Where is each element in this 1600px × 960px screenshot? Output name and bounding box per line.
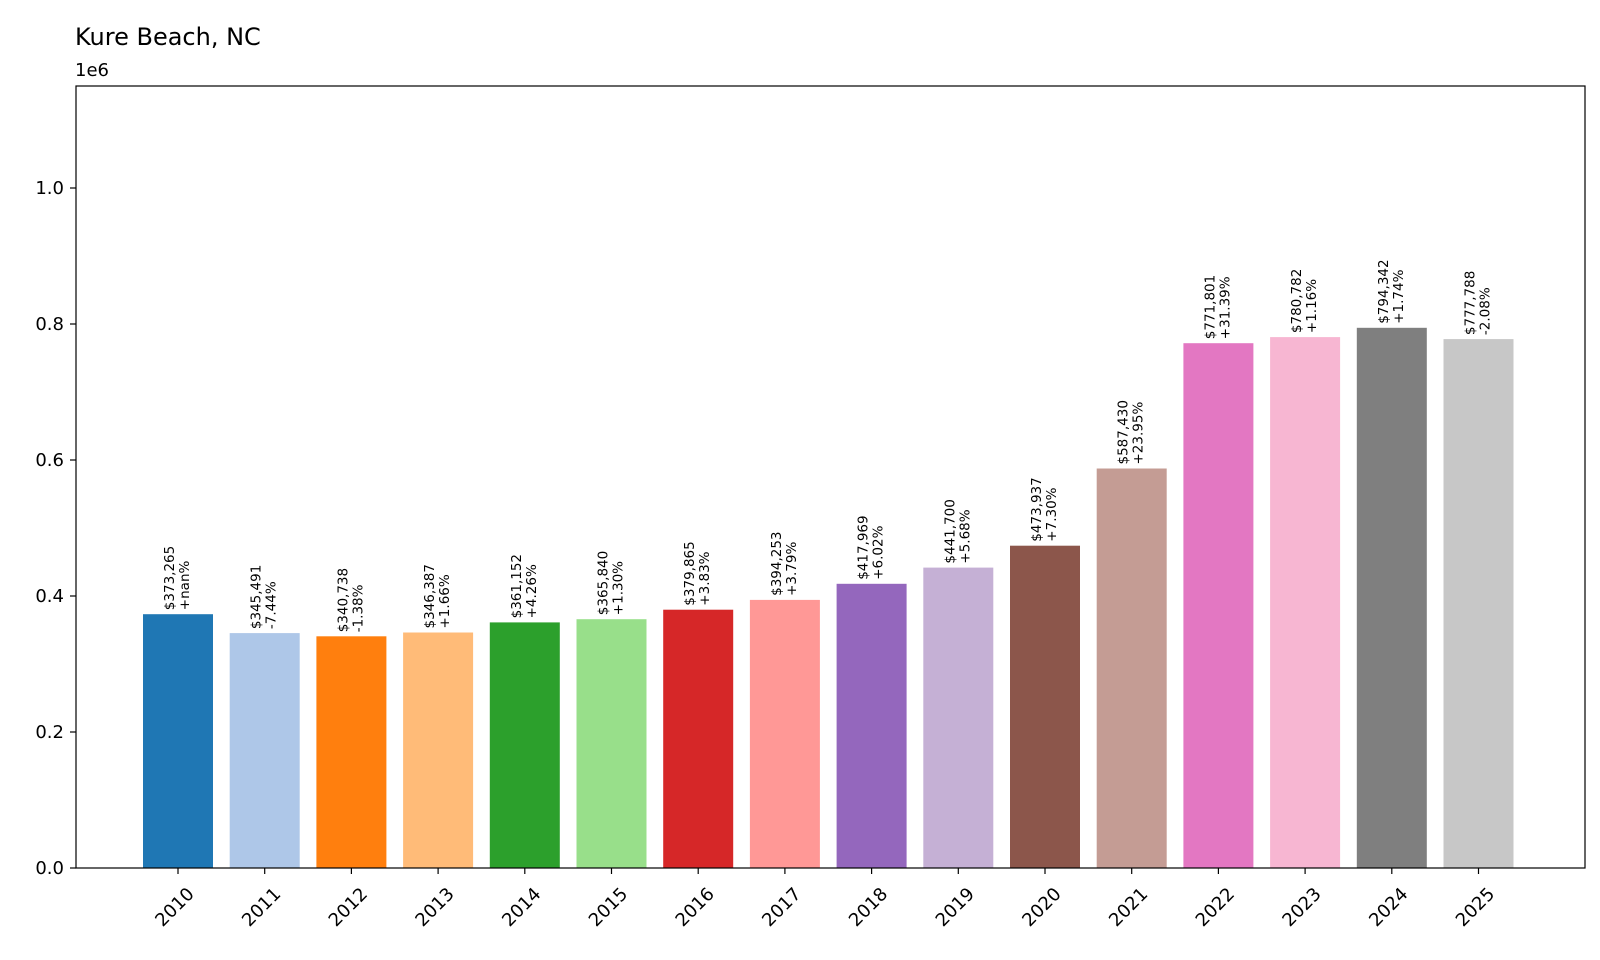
- bar-change-label: +1.66%: [437, 574, 453, 628]
- x-tick-label-2018: 2018: [845, 884, 892, 931]
- x-tick-label-2023: 2023: [1278, 884, 1325, 931]
- bar-change-label: +3.79%: [784, 542, 800, 596]
- y-tick-label: 0.2: [35, 722, 64, 743]
- bar-value-label: $441,700: [942, 499, 958, 563]
- x-tick-label-2012: 2012: [325, 884, 372, 931]
- bar-2024: [1356, 327, 1427, 868]
- bar-2025: [1443, 339, 1514, 869]
- y-tick-label: 1.0: [35, 178, 64, 199]
- bar-label-2013: $346,387+1.66%: [422, 564, 453, 628]
- bar-2013: [403, 632, 474, 868]
- x-tick-label-2024: 2024: [1365, 884, 1412, 931]
- bar-change-label: +4.26%: [524, 564, 540, 618]
- bar-change-label: -2.08%: [1478, 287, 1494, 335]
- x-tick-label-2010: 2010: [151, 884, 198, 931]
- bar-value-label: $417,969: [856, 515, 872, 579]
- bar-label-2012: $340,738-1.38%: [335, 568, 366, 632]
- bar-2018: [836, 583, 907, 868]
- bar-change-label: +1.74%: [1391, 269, 1407, 323]
- bar-2020: [1010, 545, 1080, 868]
- bar-value-label: $794,342: [1376, 259, 1392, 323]
- bar-change-label: +nan%: [177, 561, 193, 611]
- bar-value-label: $771,801: [1202, 275, 1218, 339]
- bar-2010: [143, 614, 213, 868]
- y-tick-label: 0.6: [35, 450, 64, 471]
- bar-value-label: $587,430: [1116, 400, 1132, 464]
- bar-change-label: +1.30%: [611, 561, 627, 615]
- bar-value-label: $365,840: [596, 551, 612, 615]
- bar-label-2022: $771,801+31.39%: [1202, 275, 1233, 339]
- bar-label-2016: $379,865+3.83%: [682, 541, 713, 605]
- y-tick-label: 0.4: [35, 586, 64, 607]
- x-tick-label-2021: 2021: [1105, 884, 1152, 931]
- x-tick-label-2011: 2011: [238, 884, 285, 931]
- y-tick-label: 0.8: [35, 314, 64, 335]
- bar-change-label: +31.39%: [1217, 276, 1233, 339]
- bar-2019: [923, 567, 994, 868]
- bar-label-2021: $587,430+23.95%: [1116, 400, 1147, 464]
- bar-label-2020: $473,937+7.30%: [1029, 477, 1060, 541]
- bar-label-2011: $345,491-7.44%: [249, 565, 280, 629]
- bar-label-2023: $780,782+1.16%: [1289, 269, 1320, 333]
- bar-2014: [489, 622, 560, 868]
- bar-2023: [1270, 337, 1341, 869]
- bar-2016: [663, 609, 734, 868]
- x-tick-label-2020: 2020: [1018, 884, 1065, 931]
- bar-2017: [749, 599, 820, 868]
- bar-label-2025: $777,788-2.08%: [1463, 271, 1494, 335]
- bar-2021: [1096, 468, 1167, 868]
- x-tick-label-2017: 2017: [758, 884, 805, 931]
- bar-change-label: +6.02%: [871, 525, 887, 579]
- bar-label-2015: $365,840+1.30%: [596, 551, 627, 615]
- x-axis: 2010 2011 2012 2013 2014 2015 2016 2017 2018 2019…: [151, 868, 1499, 931]
- x-tick-label-2016: 2016: [672, 884, 719, 931]
- bar-2015: [576, 619, 647, 868]
- plot-frame: [75, 85, 1586, 869]
- bar-change-label: +3.83%: [697, 551, 713, 605]
- bar-change-label: +23.95%: [1131, 402, 1147, 465]
- bar-2011: [229, 633, 300, 868]
- bar-label-2017: $394,253+3.79%: [769, 531, 800, 595]
- bar-label-2018: $417,969+6.02%: [856, 515, 887, 579]
- bar-change-label: -1.38%: [350, 584, 366, 632]
- x-tick-label-2019: 2019: [932, 884, 979, 931]
- bar-change-label: +7.30%: [1044, 487, 1060, 541]
- bar-value-label: $777,788: [1463, 271, 1479, 335]
- bar-label-2014: $361,152+4.26%: [509, 554, 540, 618]
- bar-value-label: $361,152: [509, 554, 525, 618]
- bar-2022: [1183, 343, 1254, 868]
- x-tick-label-2014: 2014: [498, 884, 545, 931]
- x-tick-label-2015: 2015: [585, 884, 632, 931]
- bar-value-label: $345,491: [249, 565, 265, 629]
- bar-value-label: $780,782: [1289, 269, 1305, 333]
- bar-change-label: -7.44%: [264, 581, 280, 629]
- bar-value-label: $394,253: [769, 531, 785, 595]
- bar-label-2024: $794,342+1.74%: [1376, 259, 1407, 323]
- y-axis: 0.0 0.2 0.4 0.6 0.8 1.0: [35, 178, 76, 879]
- chart-title: Kure Beach, NC: [75, 23, 261, 51]
- bar-2012: [316, 636, 387, 868]
- bar-change-label: +1.16%: [1304, 279, 1320, 333]
- bars-group: [143, 327, 1514, 869]
- bar-value-label: $340,738: [335, 568, 351, 632]
- bar-value-label: $379,865: [682, 541, 698, 605]
- x-tick-label-2022: 2022: [1192, 884, 1239, 931]
- x-tick-label-2013: 2013: [411, 884, 458, 931]
- y-axis-offset-label: 1e6: [75, 60, 109, 81]
- bar-value-label: $346,387: [422, 564, 438, 628]
- bar-value-label: $473,937: [1029, 477, 1045, 541]
- x-tick-label-2025: 2025: [1452, 884, 1499, 931]
- bar-value-label: $373,265: [162, 546, 178, 610]
- y-tick-label: 0.0: [35, 858, 64, 879]
- bar-label-2010: $373,265+nan%: [162, 546, 193, 610]
- bar-change-label: +5.68%: [957, 509, 973, 563]
- bar-label-2019: $441,700+5.68%: [942, 499, 973, 563]
- bar-labels-group: $373,265+nan% $345,491-7.44% $340,738-1.38…: [162, 259, 1494, 632]
